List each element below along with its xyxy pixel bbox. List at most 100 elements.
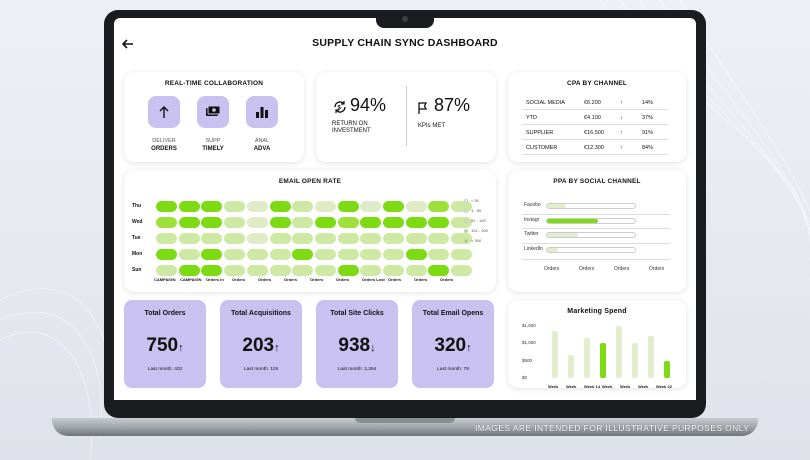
total-card[interactable]: Total Site Clicks 938↓ Last month: 2,394 (316, 300, 398, 388)
heatmap-cell[interactable] (224, 265, 246, 276)
heatmap-cell[interactable] (156, 233, 177, 244)
heatmap-cell[interactable] (224, 233, 246, 244)
heatmap-cell[interactable] (269, 217, 291, 228)
heatmap-cell[interactable] (246, 265, 268, 276)
heatmap-cell[interactable] (246, 201, 268, 212)
heatmap-cell[interactable] (383, 265, 404, 276)
total-value: 938 (338, 335, 371, 356)
heatmap-cell[interactable] (451, 217, 473, 228)
heatmap-cell[interactable] (360, 265, 382, 276)
heatmap-cell[interactable] (156, 265, 177, 276)
heatmap-cell[interactable] (156, 217, 177, 228)
heatmap-cell[interactable] (383, 201, 404, 212)
heatmap-cell[interactable] (337, 201, 359, 212)
heatmap-cell[interactable] (405, 217, 427, 228)
total-card[interactable]: Total Email Opens 320↑ Last month: 78 (412, 300, 494, 388)
heatmap-cell[interactable] (269, 201, 291, 212)
heatmap-cell[interactable] (201, 233, 223, 244)
total-value-row: 203↑ (220, 335, 302, 357)
heatmap-cell[interactable] (292, 249, 314, 260)
heatmap-cell[interactable] (451, 233, 473, 244)
roi-label-2: INVESTMENT (332, 128, 371, 134)
heatmap-cell[interactable] (292, 233, 314, 244)
collab-item-adva[interactable]: ANAL ADVA (242, 96, 282, 152)
heatmap-cell[interactable] (178, 201, 200, 212)
roi-kpi-card: $ 94% RETURN ON INVESTMENT 87% KPIs MET (316, 72, 496, 162)
heatmap-cell[interactable] (405, 233, 427, 244)
heatmap-cell[interactable] (224, 201, 246, 212)
heatmap-cell[interactable] (314, 201, 336, 212)
heatmap-cell[interactable] (428, 233, 450, 244)
heatmap-cell[interactable] (360, 233, 382, 244)
marketing-bar[interactable] (664, 361, 670, 378)
ppa-bar[interactable] (547, 204, 567, 208)
heatmap-cell[interactable] (269, 265, 291, 276)
heatmap-cell[interactable] (246, 233, 268, 244)
marketing-bar[interactable] (584, 338, 590, 378)
heatmap-cell[interactable] (292, 217, 314, 228)
heatmap-cell[interactable] (451, 265, 473, 276)
total-card[interactable]: Total Acquisitions 203↑ Last month: 119 (220, 300, 302, 388)
marketing-bar[interactable] (552, 331, 558, 378)
arrow-left-icon[interactable] (121, 36, 134, 52)
heatmap-cell[interactable] (269, 249, 291, 260)
collab-item-timely[interactable]: SUPP TIMELY (193, 96, 233, 152)
svg-text:$: $ (338, 106, 342, 112)
total-title: Total Email Opens (422, 310, 484, 317)
heatmap-cell[interactable] (360, 201, 382, 212)
heatmap-cell[interactable] (201, 217, 223, 228)
heatmap-cell[interactable] (451, 201, 473, 212)
heatmap-cell[interactable] (156, 249, 177, 260)
ppa-bar[interactable] (547, 247, 558, 252)
heatmap-cell[interactable] (156, 201, 177, 212)
heatmap-cell[interactable] (292, 201, 314, 212)
heatmap-cell[interactable] (224, 249, 246, 260)
heatmap-cell[interactable] (428, 217, 450, 228)
heatmap-cell[interactable] (178, 233, 200, 244)
ppa-x-label: Orders (579, 266, 595, 272)
heatmap-cell[interactable] (314, 233, 336, 244)
heatmap-cell[interactable] (201, 249, 223, 260)
heatmap-cell[interactable] (337, 265, 359, 276)
heatmap-cell[interactable] (383, 217, 404, 228)
heatmap-cell[interactable] (201, 265, 223, 276)
cpa-row: CUSTOMER €12.300 ↑ 84% (522, 141, 668, 155)
marketing-bar[interactable] (568, 355, 574, 378)
heatmap-cell[interactable] (337, 217, 359, 228)
marketing-bar[interactable] (632, 343, 638, 378)
ppa-bar[interactable] (547, 218, 599, 223)
heatmap-cell[interactable] (383, 233, 404, 244)
heatmap-cell[interactable] (451, 249, 473, 260)
heatmap-cell[interactable] (314, 265, 336, 276)
heatmap-cell[interactable] (224, 217, 246, 228)
collab-item-orders[interactable]: DELIVER ORDERS (144, 96, 184, 152)
heatmap-cell[interactable] (405, 249, 427, 260)
heatmap-cell[interactable] (246, 217, 268, 228)
marketing-bar[interactable] (648, 336, 654, 378)
heatmap-cell[interactable] (405, 201, 427, 212)
heatmap-cell[interactable] (178, 217, 200, 228)
heatmap-cell[interactable] (314, 217, 336, 228)
heatmap-cell[interactable] (360, 217, 382, 228)
heatmap-cell[interactable] (428, 201, 450, 212)
heatmap-day-label: Wed (132, 219, 143, 225)
marketing-bar[interactable] (616, 326, 622, 378)
heatmap-cell[interactable] (314, 249, 336, 260)
heatmap-cell[interactable] (178, 249, 200, 260)
marketing-bar[interactable] (600, 343, 606, 378)
heatmap-cell[interactable] (292, 265, 314, 276)
heatmap-cell[interactable] (269, 233, 291, 244)
heatmap-cell[interactable] (337, 249, 359, 260)
total-card[interactable]: Total Orders 750↑ Last month: 402 (124, 300, 206, 388)
heatmap-cell[interactable] (337, 233, 359, 244)
heatmap-cell[interactable] (428, 265, 450, 276)
heatmap-cell[interactable] (178, 265, 200, 276)
heatmap-cell[interactable] (360, 249, 382, 260)
heatmap-cell[interactable] (428, 249, 450, 260)
heatmap-cell[interactable] (383, 249, 404, 260)
heatmap-cell[interactable] (246, 249, 268, 260)
ppa-bar[interactable] (547, 233, 578, 237)
heatmap-cell[interactable] (201, 201, 223, 212)
disclaimer-text: IMAGES ARE INTENDED FOR ILLUSTRATIVE PUR… (475, 423, 750, 433)
heatmap-cell[interactable] (405, 265, 427, 276)
